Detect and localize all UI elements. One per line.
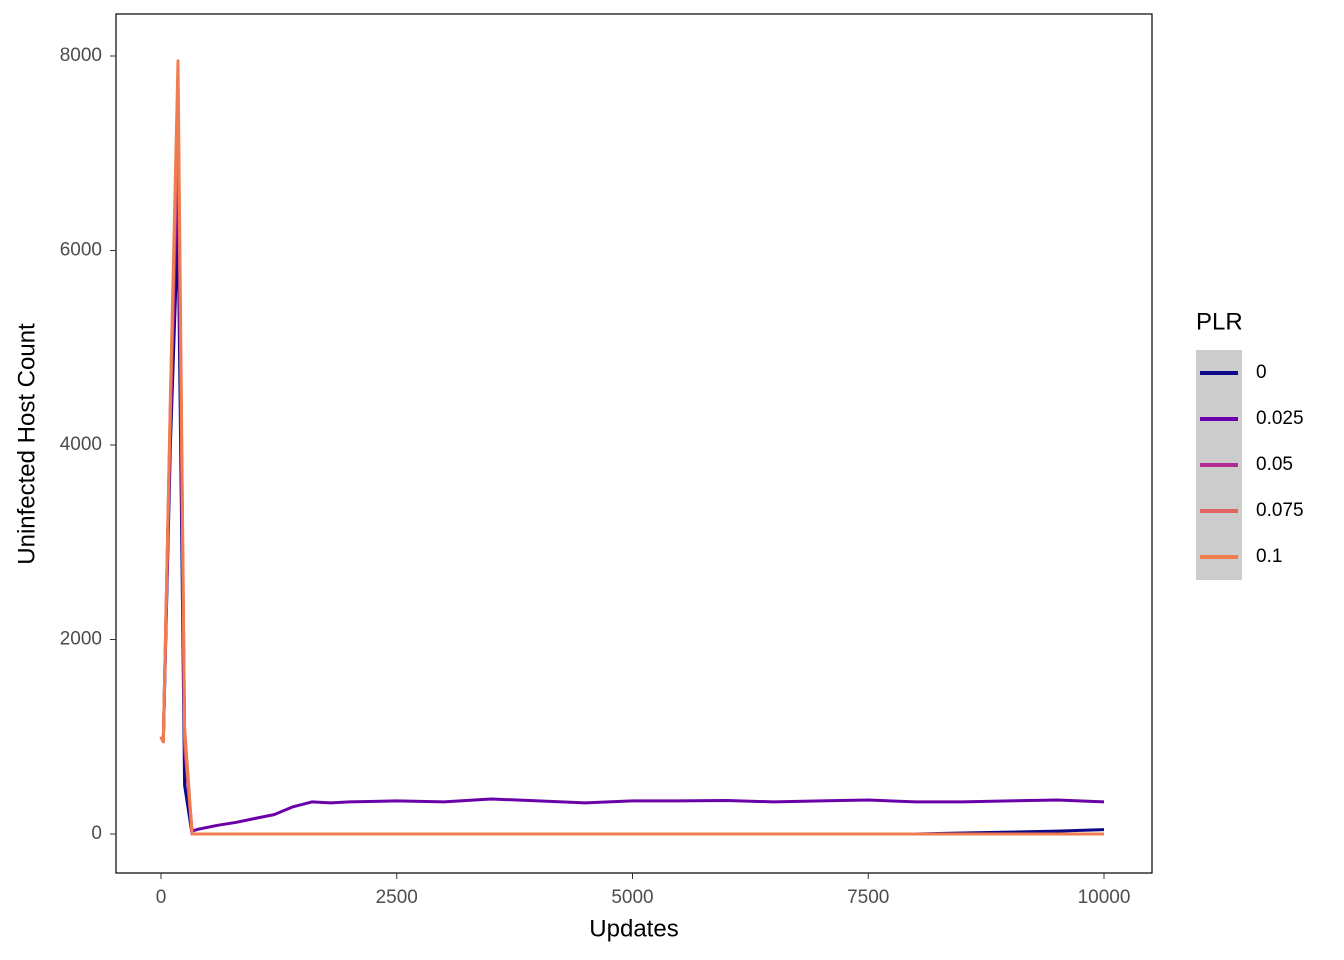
legend-label: 0.05: [1256, 454, 1293, 475]
y-axis-title: Uninfected Host Count: [13, 323, 40, 565]
legend-label: 0.025: [1256, 408, 1304, 429]
x-axis-title: Updates: [589, 915, 678, 942]
x-tick-label: 2500: [376, 887, 418, 908]
x-tick-label: 10000: [1078, 887, 1131, 908]
plot-panel: [115, 13, 1153, 874]
legend-label: 0: [1256, 362, 1267, 383]
series-line: [159, 59, 1104, 836]
x-tick-label: 7500: [847, 887, 889, 908]
x-tick-label: 5000: [611, 887, 653, 908]
y-tick-label: 6000: [60, 240, 102, 261]
legend-label: 0.1: [1256, 546, 1282, 567]
y-tick-label: 2000: [60, 629, 102, 650]
legend-title: PLR: [1196, 308, 1243, 335]
y-tick-label: 4000: [60, 434, 102, 455]
y-tick-label: 0: [91, 823, 102, 844]
legend-label: 0.075: [1256, 500, 1304, 521]
y-tick-label: 8000: [60, 45, 102, 66]
x-tick-label: 0: [156, 887, 167, 908]
